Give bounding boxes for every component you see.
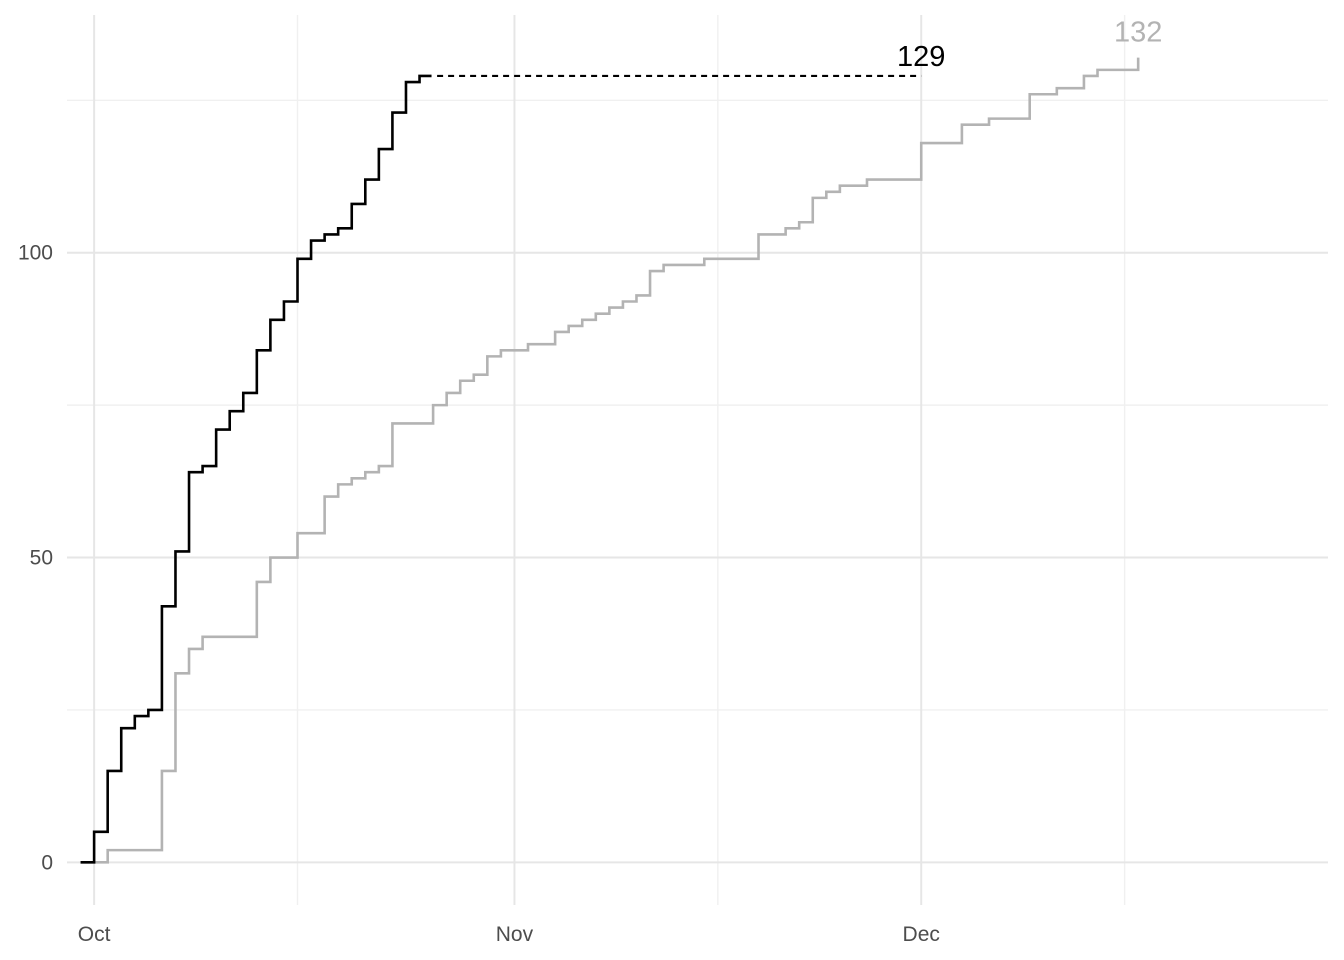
x-tick-label: Nov (496, 923, 534, 946)
labels: 0 50 100 Oct Nov Dec 132 129 (18, 17, 1162, 946)
series-end-label: 132 (1114, 17, 1162, 49)
series-end-label: 129 (897, 41, 945, 73)
y-tick-label: 0 (41, 851, 53, 874)
series-layer (80, 57, 1140, 864)
series-line (80, 74, 432, 864)
grid (67, 15, 1328, 905)
x-tick-label: Oct (78, 923, 111, 946)
y-tick-label: 50 (30, 547, 53, 570)
y-tick-label: 100 (18, 242, 53, 265)
x-tick-label: Dec (903, 923, 940, 946)
series-line (80, 57, 1140, 864)
